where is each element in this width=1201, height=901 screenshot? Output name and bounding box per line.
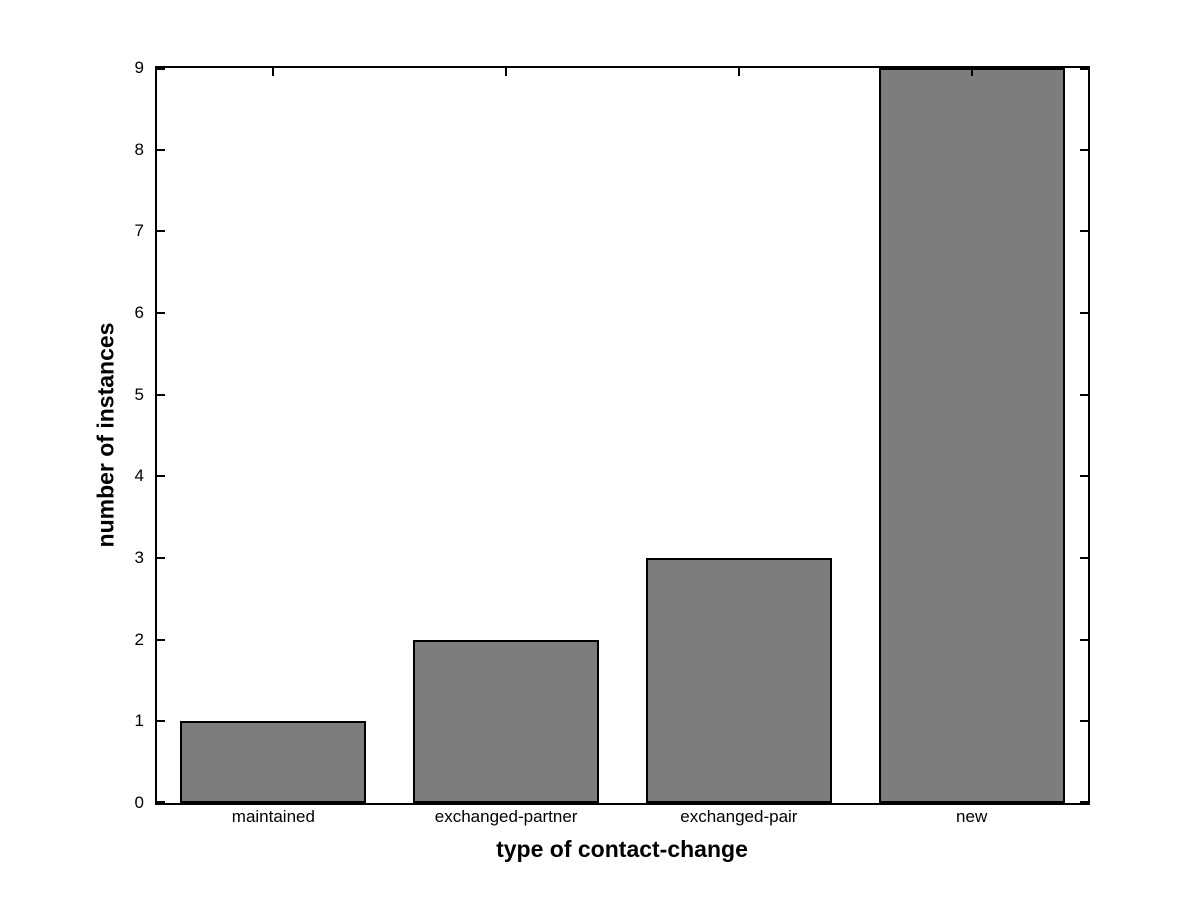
x-tick-top-maintained [272, 68, 275, 76]
x-tick-top-exchanged-pair [737, 68, 740, 76]
y-tick-label-6: 6 [134, 303, 144, 322]
y-tick-left-2 [157, 638, 165, 641]
plot-area [155, 66, 1090, 805]
x-tick-top-exchanged-partner [505, 68, 508, 76]
y-tick-right-6 [1080, 312, 1088, 314]
y-tick-left-7 [157, 230, 165, 233]
y-tick-label-0: 0 [134, 793, 144, 812]
y-tick-right-1 [1080, 720, 1088, 723]
x-tick-top-new [970, 68, 973, 76]
y-tick-left-9 [157, 68, 165, 70]
y-tick-left-1 [157, 720, 165, 723]
y-tick-right-8 [1080, 148, 1088, 151]
x-tick-label-new: new [956, 807, 988, 826]
y-tick-right-5 [1080, 393, 1088, 396]
y-tick-right-9 [1080, 68, 1088, 70]
x-tick-label-exchanged-partner: exchanged-partner [434, 807, 578, 826]
bar-new [878, 68, 1065, 803]
y-tick-left-6 [157, 312, 165, 314]
y-tick-label-5: 5 [134, 384, 144, 404]
y-tick-right-0 [1080, 801, 1088, 803]
y-tick-left-8 [157, 148, 165, 151]
y-tick-left-4 [157, 475, 165, 478]
y-tick-right-2 [1080, 638, 1088, 641]
y-tick-label-9: 9 [134, 58, 144, 77]
y-tick-label-4: 4 [134, 466, 144, 486]
y-tick-left-0 [157, 801, 165, 803]
y-tick-label-1: 1 [134, 711, 144, 731]
x-tick-label-exchanged-pair: exchanged-pair [680, 807, 798, 826]
y-tick-label-2: 2 [134, 629, 144, 649]
y-tick-label-8: 8 [134, 139, 144, 159]
bar-exchanged-pair [645, 558, 832, 803]
y-tick-left-5 [157, 393, 165, 396]
y-tick-right-7 [1080, 230, 1088, 233]
bar-maintained [180, 721, 367, 803]
y-tick-left-3 [157, 557, 165, 559]
y-tick-label-7: 7 [134, 221, 144, 241]
y-tick-right-4 [1080, 475, 1088, 478]
x-axis-label: type of contact-change [496, 836, 748, 862]
bar-exchanged-partner [413, 639, 600, 803]
y-tick-right-3 [1080, 557, 1088, 559]
y-tick-label-3: 3 [134, 548, 144, 567]
x-tick-label-maintained: maintained [231, 807, 315, 826]
